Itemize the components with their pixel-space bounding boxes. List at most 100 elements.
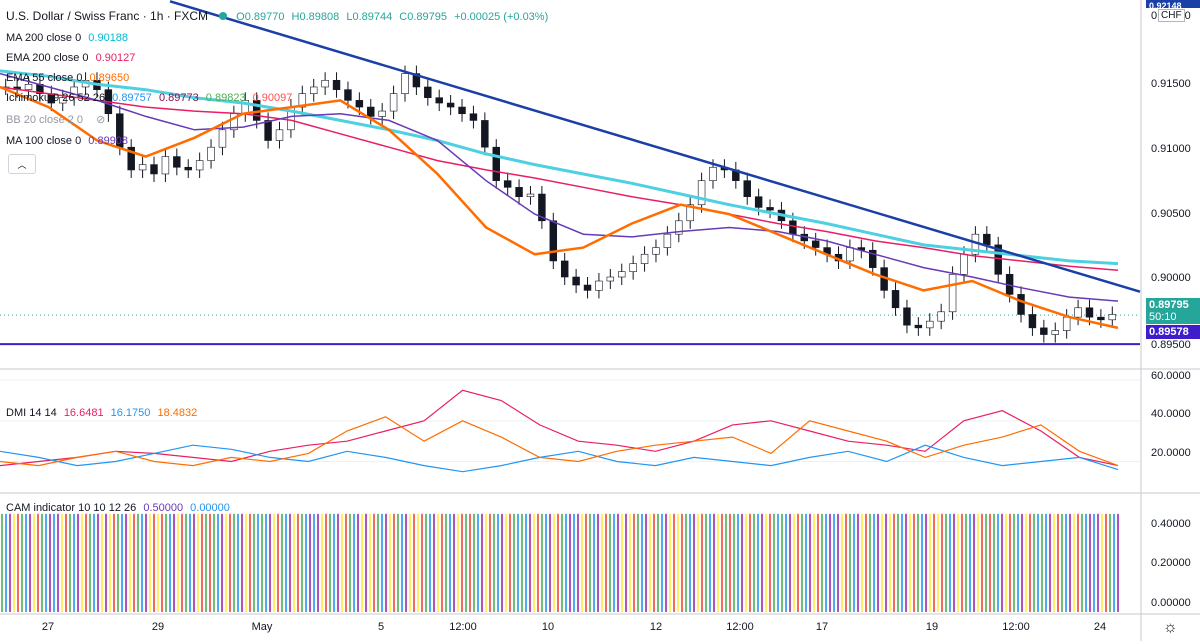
cam-value: 0.50000 bbox=[143, 502, 184, 514]
currency-label[interactable]: CHF bbox=[1158, 9, 1185, 22]
candle-body bbox=[697, 180, 706, 206]
candle-body bbox=[367, 106, 375, 117]
candle-body bbox=[789, 220, 797, 235]
last-price: 0.89795 bbox=[1149, 299, 1189, 311]
candle-body bbox=[948, 274, 957, 313]
indicator-label: EMA 200 close 0 bbox=[6, 52, 92, 64]
chevron-up-icon: ︿ bbox=[17, 159, 27, 170]
indicator-legend-bb[interactable]: BB 20 close 2 0 ⊘ bbox=[6, 113, 109, 127]
time-tick: 5 bbox=[377, 621, 385, 633]
time-tick: 12:00 bbox=[449, 621, 477, 633]
gear-icon[interactable]: ☼ bbox=[1163, 619, 1178, 636]
candle-body bbox=[686, 204, 694, 222]
candle-body bbox=[640, 253, 649, 264]
indicator-value: 0.89757 bbox=[112, 92, 152, 104]
candle-body bbox=[1074, 307, 1082, 318]
candle-body bbox=[218, 129, 227, 148]
candle-body bbox=[469, 113, 478, 121]
indicator-legend-ema55[interactable]: EMA 55 close 0 0.89650 bbox=[6, 71, 133, 85]
dmi-plus-line bbox=[0, 389, 1119, 467]
candle-body bbox=[538, 193, 546, 222]
indicator-value: 0.90188 bbox=[88, 32, 129, 44]
candle-body bbox=[1062, 316, 1071, 331]
candle-body bbox=[332, 79, 341, 90]
indicator-value: 0.89650 bbox=[89, 72, 130, 84]
dmi-tick: 40.0000 bbox=[1151, 408, 1191, 420]
price-tick: 0.90500 bbox=[1151, 208, 1191, 220]
ema55-line bbox=[0, 85, 1119, 330]
candle-body bbox=[618, 271, 626, 278]
candle-body bbox=[59, 97, 67, 104]
dmi-tick: 20.0000 bbox=[1151, 447, 1191, 459]
candle-body bbox=[355, 100, 364, 108]
candle-body bbox=[207, 146, 215, 161]
indicator-value: 0.89773 bbox=[158, 92, 199, 104]
time-tick: 27 bbox=[41, 621, 55, 633]
resistance-trendline bbox=[169, 0, 1141, 293]
symbol-title[interactable]: U.S. Dollar / Swiss Franc · 1h · FXCM bbox=[6, 9, 209, 23]
cam-tick: 0.40000 bbox=[1151, 518, 1191, 530]
indicator-legend-ema200[interactable]: EMA 200 close 0 0.90127 bbox=[6, 51, 139, 65]
eye-hidden-icon[interactable]: ⊘ bbox=[96, 114, 106, 126]
candle-body bbox=[195, 160, 204, 171]
indicator-legend-ma100[interactable]: MA 100 close 0 0.89908 bbox=[6, 134, 132, 148]
candle-body bbox=[549, 220, 558, 262]
cam-value: 0.00000 bbox=[190, 502, 230, 514]
indicator-legend-ma200[interactable]: MA 200 close 0 0.90188 bbox=[6, 31, 132, 45]
candle-body bbox=[515, 187, 523, 198]
candle-body bbox=[903, 307, 911, 326]
candle-body bbox=[481, 120, 489, 148]
adx-line bbox=[0, 416, 1119, 467]
price-tick: 0.90000 bbox=[1151, 272, 1191, 284]
candle-body bbox=[1051, 330, 1059, 335]
collapse-legend-button[interactable]: ︿ bbox=[8, 154, 36, 174]
candle-body bbox=[937, 311, 945, 322]
candle-body bbox=[138, 164, 147, 171]
status-dot-icon bbox=[219, 12, 228, 20]
candle-body bbox=[675, 220, 683, 235]
candle-body bbox=[891, 290, 900, 309]
dmi-plus-value: 16.6481 bbox=[63, 407, 104, 419]
candle-body bbox=[606, 276, 615, 282]
candle-body bbox=[275, 129, 284, 141]
candle-body bbox=[173, 156, 181, 168]
indicator-legend-ichimoku[interactable]: Ichimoku 9 26 52 26 0.89757 0.89773 0.89… bbox=[6, 91, 296, 105]
candle-body bbox=[184, 166, 192, 171]
price-tick: 0.91000 bbox=[1151, 143, 1191, 155]
candle-body bbox=[811, 240, 820, 248]
candle-body bbox=[629, 263, 637, 272]
dmi-minus-value: 16.1750 bbox=[110, 407, 151, 419]
indicator-label: CAM indicator 10 10 12 26 bbox=[6, 502, 137, 514]
time-tick: 12 bbox=[649, 621, 663, 633]
candle-body bbox=[264, 120, 272, 141]
indicator-label: Ichimoku 9 26 52 26 bbox=[6, 92, 106, 104]
dmi-legend[interactable]: DMI 14 14 16.6481 16.1750 18.4832 bbox=[6, 406, 201, 420]
candle-body bbox=[150, 164, 158, 175]
candle-body bbox=[503, 180, 512, 188]
candle-body bbox=[983, 233, 991, 246]
ma100-line bbox=[0, 72, 1119, 302]
candle-body bbox=[595, 280, 603, 291]
indicator-label: MA 100 close 0 bbox=[6, 135, 85, 147]
candle-body bbox=[310, 86, 318, 94]
candle-body bbox=[161, 156, 170, 175]
candle-body bbox=[435, 97, 443, 104]
candle-body bbox=[1017, 294, 1025, 315]
cam-legend[interactable]: CAM indicator 10 10 12 26 0.50000 0.0000… bbox=[6, 501, 234, 515]
candle-body bbox=[1097, 316, 1105, 321]
candle-body bbox=[1028, 314, 1037, 329]
candle-body bbox=[458, 106, 466, 115]
candle-body bbox=[127, 146, 135, 171]
time-tick: May bbox=[251, 621, 273, 633]
candle-body bbox=[446, 102, 455, 108]
candle-body bbox=[572, 276, 580, 286]
indicator-value: 0.90097 bbox=[252, 92, 293, 104]
indicator-value: 0.89908 bbox=[88, 135, 129, 147]
candle-body bbox=[743, 180, 751, 198]
time-tick: 29 bbox=[151, 621, 165, 633]
candle-body bbox=[560, 260, 569, 278]
indicator-label: MA 200 close 0 bbox=[6, 32, 85, 44]
candle-body bbox=[926, 320, 934, 329]
